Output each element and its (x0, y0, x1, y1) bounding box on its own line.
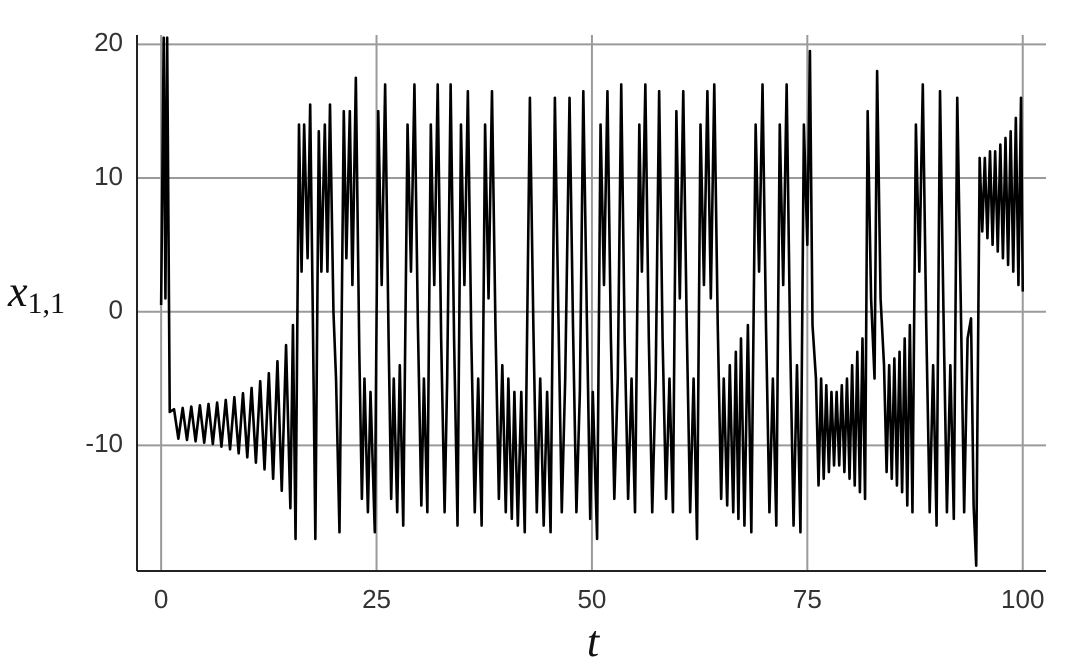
y-tick-label: 10 (94, 161, 123, 191)
data-line (159, 36, 1025, 567)
x-tick-label: 100 (1001, 584, 1044, 614)
x-tick-label: 0 (154, 584, 168, 614)
x-tick-label: 50 (577, 584, 606, 614)
x-tick-label: 25 (362, 584, 391, 614)
y-tick-label: -10 (85, 428, 123, 458)
y-axis-label-sub: 1,1 (28, 287, 66, 320)
y-tick-label: 0 (109, 295, 123, 325)
x-axis-label: t (587, 617, 601, 666)
x-tick-label: 75 (793, 584, 822, 614)
y-axis-label: x1,1 (7, 267, 65, 320)
y-axis-label-base: x (7, 267, 28, 316)
y-tick-label: 20 (94, 27, 123, 57)
